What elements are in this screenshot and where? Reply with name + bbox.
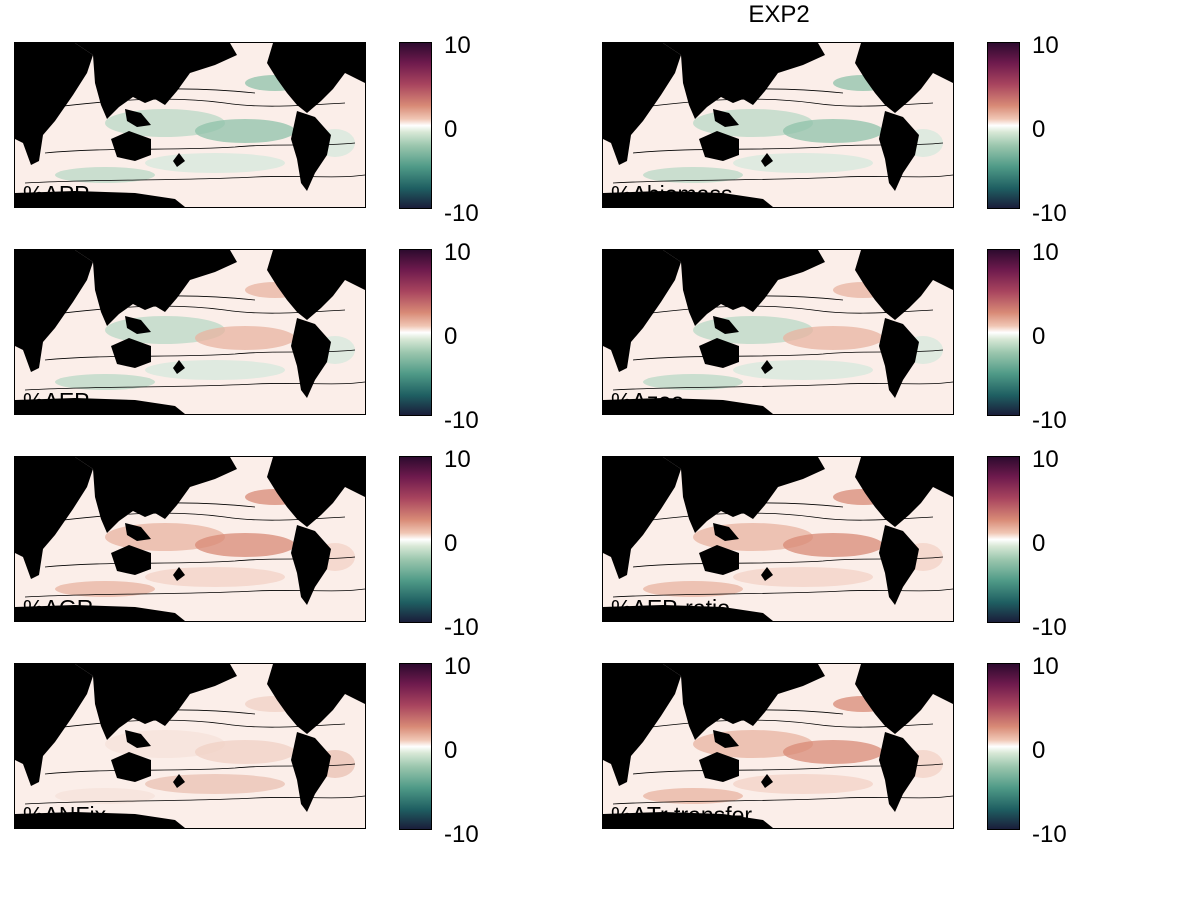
colorbar-min-label: -10 <box>1032 614 1067 641</box>
panel-label: %ΔEP <box>23 388 90 414</box>
world-map <box>15 664 365 828</box>
colorbar-mid-label: 0 <box>444 737 458 764</box>
colorbar-min-label: -10 <box>444 821 479 848</box>
colorbar <box>399 456 432 623</box>
colorbar-mid-label: 0 <box>1032 737 1046 764</box>
panel-label: %ΔPP <box>23 181 90 207</box>
colorbar-min-label: -10 <box>444 614 479 641</box>
world-map <box>15 250 365 414</box>
colorbar-mid-label: 0 <box>1032 323 1046 350</box>
panel-label: %ΔTr transfer <box>611 802 753 828</box>
colorbar-mid-label: 0 <box>444 530 458 557</box>
colorbar <box>399 663 432 830</box>
world-map <box>15 457 365 621</box>
panel-label: %ΔGR <box>23 595 94 621</box>
colorbar <box>987 663 1020 830</box>
map-panel-biomass: %Δbiomass <box>602 42 954 208</box>
colorbar-min-label: -10 <box>444 407 479 434</box>
colorbar-mid-label: 0 <box>444 116 458 143</box>
world-map <box>15 43 365 207</box>
map-panel-tr-transfer: %ΔTr transfer <box>602 663 954 829</box>
colorbar-max-label: 10 <box>1032 653 1059 680</box>
figure-title: EXP2 <box>748 1 810 28</box>
map-panel-nfix: %ΔNFix <box>14 663 366 829</box>
map-panel-pp: %ΔPP <box>14 42 366 208</box>
colorbar <box>987 456 1020 623</box>
colorbar-min-label: -10 <box>444 200 479 227</box>
colorbar <box>987 249 1020 416</box>
colorbar-max-label: 10 <box>444 32 471 59</box>
map-panel-gr: %ΔGR <box>14 456 366 622</box>
colorbar-max-label: 10 <box>444 239 471 266</box>
colorbar-mid-label: 0 <box>444 323 458 350</box>
panel-label: %Δzoo <box>611 388 684 414</box>
panel-label: %ΔNFix <box>23 802 107 828</box>
world-map <box>603 664 953 828</box>
colorbar-max-label: 10 <box>1032 239 1059 266</box>
colorbar-max-label: 10 <box>1032 446 1059 473</box>
colorbar-mid-label: 0 <box>1032 530 1046 557</box>
map-panel-ep: %ΔEP <box>14 249 366 415</box>
panel-label: %Δbiomass <box>611 181 733 207</box>
colorbar <box>399 249 432 416</box>
colorbar-max-label: 10 <box>1032 32 1059 59</box>
world-map <box>603 43 953 207</box>
world-map <box>603 250 953 414</box>
colorbar-max-label: 10 <box>444 653 471 680</box>
world-map <box>603 457 953 621</box>
colorbar-mid-label: 0 <box>1032 116 1046 143</box>
colorbar-min-label: -10 <box>1032 200 1067 227</box>
colorbar-max-label: 10 <box>444 446 471 473</box>
colorbar <box>987 42 1020 209</box>
panel-label: %ΔEP-ratio <box>611 595 730 621</box>
colorbar-min-label: -10 <box>1032 407 1067 434</box>
map-panel-ep-ratio: %ΔEP-ratio <box>602 456 954 622</box>
colorbar-min-label: -10 <box>1032 821 1067 848</box>
map-panel-zoo: %Δzoo <box>602 249 954 415</box>
colorbar <box>399 42 432 209</box>
